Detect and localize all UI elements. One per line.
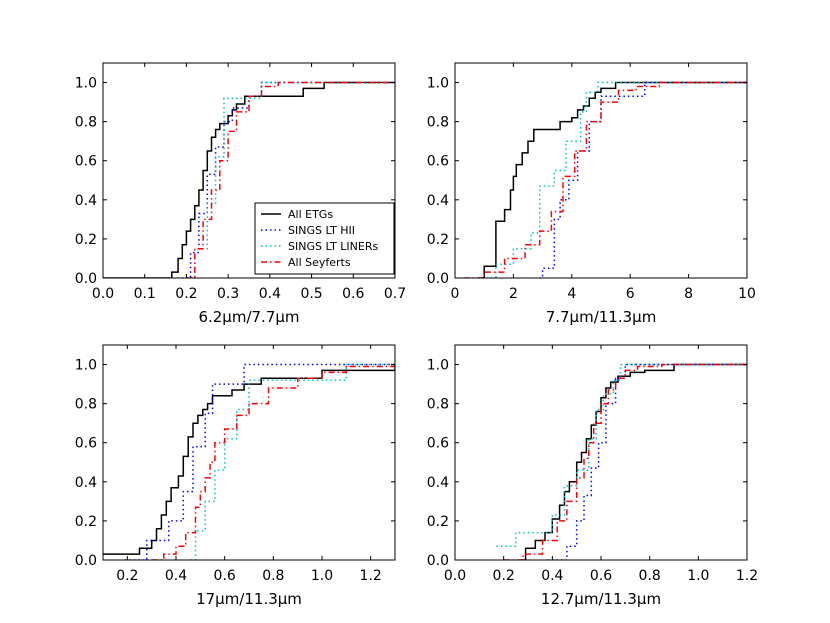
y-tick-label: 0.0 (427, 271, 449, 287)
x-tick-label: 0.8 (262, 568, 284, 584)
panel-17-113: 0.2 0.4 0.6 0.8 1.0 1.2 0.0 0.2 0.4 0.6 0.8 1.0 17μm… (75, 344, 396, 608)
series-line-all-etgs (103, 364, 395, 555)
x-tick-label: 0.7 (384, 286, 406, 302)
panel-62-77: 0.0 0.1 0.2 0.3 0.4 0.5 0.6 0.7 0.0 0.2 0.4 0.6 0.8 1… (75, 62, 406, 326)
x-tick-label: 0.5 (300, 286, 322, 302)
y-tick-label: 0.8 (427, 397, 449, 413)
x-tick-label: 6 (626, 286, 635, 302)
axes-frame (102, 62, 396, 279)
y-tick-label: 1.0 (75, 76, 97, 92)
x-tick-label: 0.0 (444, 568, 466, 584)
x-tick-label: 0.4 (165, 568, 187, 584)
y-tick-label: 0.4 (427, 193, 449, 209)
y-tick-label: 0.2 (427, 232, 449, 248)
x-tick-label: 0.4 (259, 286, 281, 302)
series-group (463, 81, 747, 278)
x-tick-label: 1.2 (736, 568, 758, 584)
series-line-sings-lt-hii (182, 81, 395, 278)
series-line-all-seyferts (503, 363, 747, 560)
x-axis-label: 7.7μm/11.3μm (546, 308, 657, 326)
x-tick-label: 0.6 (214, 568, 236, 584)
x-tick-label: 0.6 (342, 286, 364, 302)
y-tick-label: 0.0 (75, 553, 97, 569)
series-line-sings-lt-liners (496, 363, 747, 548)
series-line-all-etgs (478, 81, 747, 278)
x-tick-label: 0.4 (541, 568, 563, 584)
axes-frame (454, 62, 748, 279)
y-tick-label: 0.4 (427, 475, 449, 491)
x-tick-label: 2 (509, 286, 518, 302)
y-tick-label: 1.0 (427, 76, 449, 92)
x-tick-label: 1.0 (311, 568, 333, 584)
y-tick-label: 0.2 (75, 232, 97, 248)
series-group (496, 363, 747, 560)
y-tick-label: 0.6 (427, 436, 449, 452)
x-tick-label: 0.3 (217, 286, 239, 302)
y-tick-label: 0.4 (75, 475, 97, 491)
legend-frame (254, 202, 395, 275)
series-line-all-seyferts (151, 364, 395, 560)
x-tick-label: 0.2 (116, 568, 138, 584)
x-axis-label: 17μm/11.3μm (196, 590, 302, 608)
legend: All ETGs SINGS LT HII SINGS LT LINERs Al… (254, 202, 395, 275)
series-group (103, 363, 395, 560)
y-tick-label: 0.2 (75, 514, 97, 530)
y-tick-label: 0.6 (75, 154, 97, 170)
x-tick-label: 1.2 (360, 568, 382, 584)
series-line-all-seyferts (186, 81, 395, 278)
axes-frame (102, 344, 396, 561)
series-line-all-seyferts (463, 81, 747, 278)
y-tick-label: 0.6 (75, 436, 97, 452)
x-tick-label: 0.2 (493, 568, 515, 584)
x-tick-label: 0.8 (639, 568, 661, 584)
y-tick-label: 0.8 (75, 397, 97, 413)
legend-label-all-seyferts: All Seyferts (288, 256, 351, 269)
x-tick-label: 0 (451, 286, 460, 302)
series-line-sings-lt-liners (487, 81, 747, 278)
y-tick-label: 0.0 (75, 271, 97, 287)
x-tick-label: 0.0 (92, 286, 114, 302)
series-line-sings-lt-liners (190, 363, 395, 560)
x-tick-label: 1.0 (687, 568, 709, 584)
x-tick-label: 8 (684, 286, 693, 302)
legend-label-sings-lt-liners: SINGS LT LINERs (288, 240, 378, 253)
x-tick-label: 0.2 (175, 286, 197, 302)
x-tick-label: 0.6 (590, 568, 612, 584)
y-tick-label: 0.2 (427, 514, 449, 530)
panel-77-113: 0 2 4 6 8 10 0.0 0.2 0.4 0.6 0.8 1.0 7.7μm/11.3μm (427, 62, 756, 326)
y-tick-label: 0.8 (427, 115, 449, 131)
series-line-sings-lt-hii (539, 81, 747, 278)
y-tick-label: 0.0 (427, 553, 449, 569)
x-tick-label: 10 (738, 286, 756, 302)
legend-label-sings-lt-hii: SINGS LT HII (288, 224, 355, 237)
y-tick-label: 1.0 (75, 358, 97, 374)
panel-127-113: 0.0 0.2 0.4 0.6 0.8 1.0 1.2 0.0 0.2 0.4 0.6 0.8 1.0 1… (427, 344, 758, 608)
x-tick-label: 4 (567, 286, 576, 302)
series-line-sings-lt-hii (547, 363, 747, 560)
legend-label-all-etgs: All ETGs (288, 208, 333, 221)
x-axis-label: 12.7μm/11.3μm (541, 590, 661, 608)
series-group (103, 81, 395, 278)
series-line-all-etgs (520, 363, 747, 560)
x-axis-label: 6.2μm/7.7μm (198, 308, 299, 326)
x-tick-label: 0.1 (134, 286, 156, 302)
series-line-all-etgs (103, 81, 395, 278)
y-tick-label: 1.0 (427, 358, 449, 374)
y-tick-label: 0.8 (75, 115, 97, 131)
y-tick-label: 0.6 (427, 154, 449, 170)
y-tick-label: 0.4 (75, 193, 97, 209)
series-line-sings-lt-hii (124, 363, 395, 560)
